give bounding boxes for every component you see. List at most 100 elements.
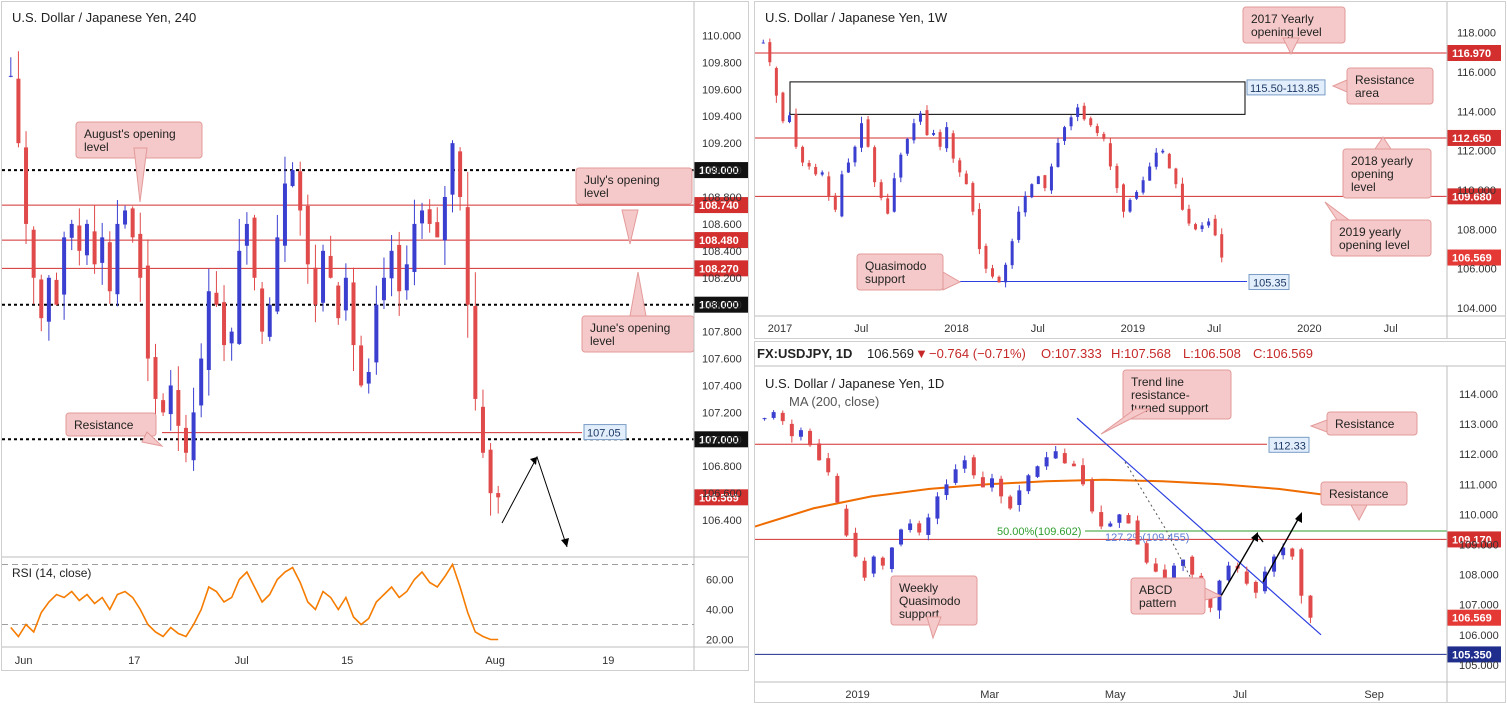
price-tag-label: 108.270 (699, 263, 739, 275)
candle-body (801, 146, 805, 163)
candle-body (1253, 581, 1258, 593)
july-opening-callout-text: July's opening (584, 173, 660, 187)
candle-body (1004, 264, 1008, 283)
price-tag (694, 232, 748, 249)
y-tick-label: 110.000 (702, 30, 741, 42)
candle-body (1161, 150, 1165, 153)
candle-body (442, 197, 447, 241)
symbol-header: FX:USDJPY, 1D 106.569 ▼ −0.764 (−0.71%) … (757, 346, 1313, 361)
price-tag (1447, 44, 1501, 61)
yearly-2018-pointer (1374, 136, 1392, 150)
x-tick-label: 2019 (1121, 323, 1145, 335)
candle-body (1187, 208, 1191, 224)
low-value: L:106.508 (1183, 346, 1241, 361)
june-opening-callout-text: level (590, 334, 615, 348)
price-change: −0.764 (−0.71%) (929, 346, 1026, 361)
support-value-box (1248, 274, 1290, 291)
y-tick-label: 107.000 (1459, 600, 1499, 612)
candle-body (1262, 571, 1267, 592)
resistance-value-box (1268, 436, 1310, 453)
fib-extension-label: 127.2%(109.455) (1105, 532, 1189, 544)
candle-body (1174, 168, 1178, 185)
candle-body (206, 291, 211, 370)
h4-chart-panel[interactable]: U.S. Dollar / Japanese Yen, 240 109.000 1… (1, 1, 749, 671)
candle-body (138, 233, 143, 278)
candle-body (1194, 224, 1198, 230)
candle-body (814, 166, 818, 175)
candle-body (1153, 563, 1158, 572)
candle-body (1076, 107, 1080, 117)
candle-body (827, 176, 831, 196)
resistance-109-pointer (1350, 504, 1368, 522)
candle-body (412, 223, 417, 272)
candle-body (1017, 211, 1021, 240)
candle-body (787, 115, 791, 123)
candle-body (1030, 184, 1034, 198)
candle-body (1226, 565, 1231, 581)
candle-body (24, 147, 29, 224)
candle-body (359, 345, 364, 386)
ma-200-line (755, 478, 1396, 528)
price-tag-label: 116.970 (1452, 48, 1491, 60)
x-tick-label: Jul (1384, 323, 1398, 335)
candle-body (381, 277, 386, 301)
candle-body (404, 264, 409, 291)
price-tag (694, 162, 748, 179)
yearly-2017-callout-text: 2017 Yearly (1251, 12, 1314, 26)
candle-body (275, 237, 280, 312)
candle-body (450, 143, 455, 195)
candle-body (351, 282, 356, 346)
y-tick-label: 108.400 (702, 246, 742, 258)
candle-body (840, 174, 844, 217)
candle-body (889, 547, 894, 570)
y-tick-label: 106.800 (702, 461, 742, 473)
x-tick-label: May (1105, 689, 1126, 701)
trendline-callout-text: turned support (1131, 401, 1209, 415)
candle-body (336, 285, 341, 319)
price-tag-label: 109.170 (1452, 534, 1492, 546)
weekly-chart-panel[interactable]: U.S. Dollar / Japanese Yen, 1W 115.50-11… (754, 1, 1506, 339)
candle-body (1010, 241, 1014, 266)
candle-body (835, 475, 840, 503)
candle-body (1220, 234, 1224, 258)
quasimodo-callout-text: support (865, 272, 906, 286)
x-tick-label: Jun (15, 655, 33, 667)
candle-body (1272, 556, 1277, 572)
candle-body (808, 430, 813, 446)
candle-body (879, 182, 883, 198)
x-tick-label: 2019 (845, 689, 869, 701)
yearly-2019-callout-text: opening level (1339, 238, 1410, 252)
candle-body (771, 412, 776, 418)
candle-body (1148, 166, 1152, 181)
candle-body (435, 222, 440, 238)
x-tick-label: 17 (128, 655, 140, 667)
candle-body (176, 390, 181, 426)
trendline-callout-text: Trend line (1131, 375, 1184, 389)
candle-body (1299, 549, 1304, 596)
candle-body (862, 560, 867, 578)
candle-body (161, 400, 166, 413)
candle-body (1090, 479, 1095, 512)
candle-body (918, 113, 922, 122)
candle-body (1308, 595, 1313, 618)
y-tick-label: 107.400 (702, 380, 742, 392)
candle-body (817, 443, 822, 461)
candle-body (1154, 152, 1158, 167)
candle-body (84, 223, 89, 256)
abcd-arrow-icon (1295, 512, 1302, 523)
daily-chart-panel[interactable]: FX:USDJPY, 1D 106.569 ▼ −0.764 (−0.71%) … (754, 341, 1506, 703)
candle-body (252, 217, 257, 278)
yearly-2019-pointer (1324, 201, 1351, 221)
candle-body (1089, 118, 1093, 126)
quasimodo-pointer (942, 271, 962, 291)
price-tag (694, 197, 748, 214)
candle-body (917, 523, 922, 533)
abcd-callout-text: pattern (1139, 596, 1176, 610)
candle-body (990, 478, 995, 488)
candle-body (925, 110, 929, 135)
price-tag-label: 108.740 (699, 200, 739, 212)
candle-body (1144, 543, 1149, 563)
candle-body (1135, 520, 1140, 545)
candle-body (846, 162, 850, 173)
candle-body (1200, 225, 1204, 230)
